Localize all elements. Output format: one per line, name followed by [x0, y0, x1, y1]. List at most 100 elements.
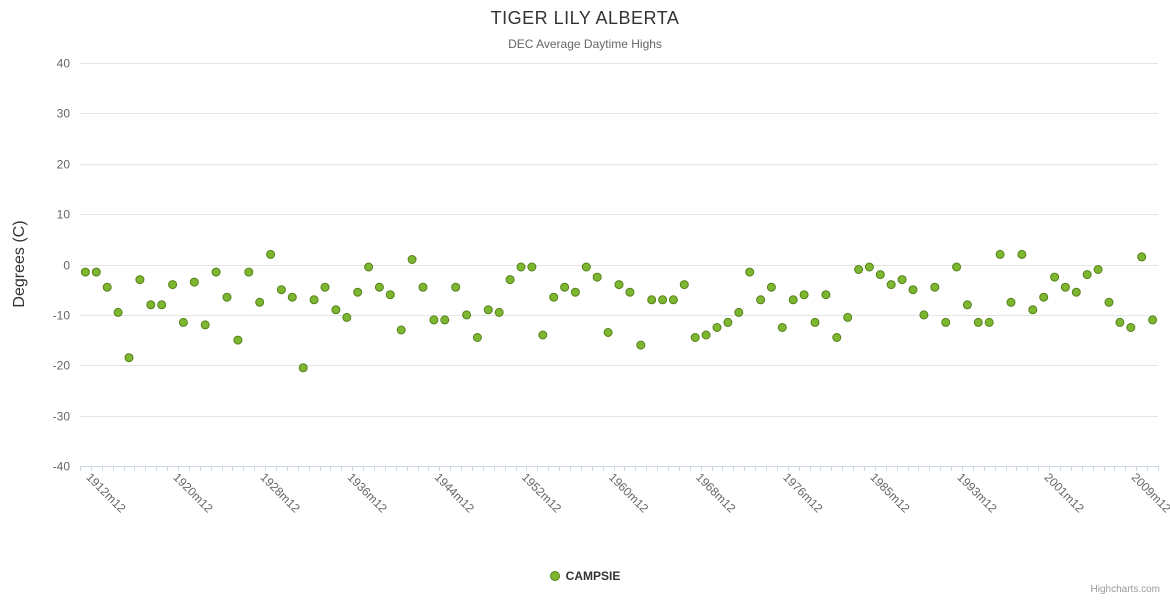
data-point[interactable]: [723, 317, 733, 327]
data-point[interactable]: [233, 335, 243, 345]
data-point[interactable]: [396, 325, 406, 335]
data-point[interactable]: [897, 275, 907, 285]
data-point[interactable]: [1093, 265, 1103, 274]
data-point[interactable]: [157, 300, 167, 310]
data-point[interactable]: [451, 282, 461, 292]
data-point[interactable]: [1006, 297, 1016, 307]
data-point[interactable]: [919, 310, 929, 320]
data-point[interactable]: [364, 262, 374, 272]
data-point[interactable]: [679, 280, 689, 290]
highcharts-credits-link[interactable]: Highcharts.com: [1090, 584, 1160, 595]
data-point[interactable]: [222, 292, 232, 302]
data-point[interactable]: [1137, 252, 1147, 262]
data-point[interactable]: [178, 317, 188, 327]
data-point[interactable]: [930, 282, 940, 292]
data-point[interactable]: [973, 317, 983, 327]
data-point[interactable]: [244, 267, 254, 277]
data-point[interactable]: [908, 285, 918, 295]
data-point[interactable]: [788, 295, 798, 305]
data-point[interactable]: [799, 290, 809, 300]
data-point[interactable]: [538, 330, 548, 340]
data-point[interactable]: [113, 307, 123, 317]
data-point[interactable]: [124, 353, 134, 363]
data-point[interactable]: [189, 277, 199, 287]
data-point[interactable]: [777, 323, 787, 332]
data-point[interactable]: [832, 333, 842, 342]
data-point[interactable]: [1126, 323, 1136, 332]
data-point[interactable]: [756, 295, 766, 305]
data-point[interactable]: [374, 282, 384, 292]
data-point[interactable]: [712, 323, 722, 332]
data-point[interactable]: [418, 282, 428, 292]
data-point[interactable]: [875, 270, 885, 280]
data-point[interactable]: [168, 280, 178, 290]
data-point[interactable]: [658, 295, 668, 305]
data-point[interactable]: [211, 267, 221, 277]
data-point[interactable]: [690, 333, 700, 342]
data-point[interactable]: [505, 275, 515, 285]
data-point[interactable]: [1050, 272, 1060, 282]
data-point[interactable]: [625, 287, 635, 297]
data-point[interactable]: [701, 330, 711, 340]
data-point[interactable]: [102, 282, 112, 292]
data-point[interactable]: [494, 307, 504, 317]
data-point[interactable]: [309, 295, 319, 305]
data-point[interactable]: [287, 292, 297, 302]
data-point[interactable]: [462, 310, 472, 320]
data-point[interactable]: [429, 315, 439, 325]
data-point[interactable]: [821, 290, 831, 300]
data-point[interactable]: [636, 340, 646, 350]
data-point[interactable]: [886, 280, 896, 290]
data-point[interactable]: [331, 305, 341, 315]
data-point[interactable]: [560, 282, 570, 292]
data-point[interactable]: [472, 333, 482, 342]
data-point[interactable]: [276, 285, 286, 295]
data-point[interactable]: [91, 267, 101, 277]
data-point[interactable]: [80, 267, 90, 277]
data-point[interactable]: [1017, 249, 1027, 259]
data-point[interactable]: [440, 315, 450, 325]
data-point[interactable]: [483, 305, 493, 315]
data-point[interactable]: [1028, 305, 1038, 315]
data-point[interactable]: [146, 300, 156, 310]
data-point[interactable]: [592, 272, 602, 282]
data-point[interactable]: [614, 280, 624, 290]
data-point[interactable]: [745, 267, 755, 277]
data-point[interactable]: [941, 317, 951, 327]
legend-item-campsie[interactable]: CAMPSIE: [549, 569, 620, 583]
data-point[interactable]: [549, 292, 559, 302]
data-point[interactable]: [1071, 287, 1081, 297]
data-point[interactable]: [854, 265, 864, 274]
data-point[interactable]: [647, 295, 657, 305]
data-point[interactable]: [527, 262, 537, 272]
data-point[interactable]: [298, 363, 308, 373]
data-point[interactable]: [200, 320, 210, 330]
data-point[interactable]: [668, 295, 678, 305]
data-point[interactable]: [843, 312, 853, 322]
data-point[interactable]: [952, 262, 962, 272]
data-point[interactable]: [407, 255, 417, 264]
data-point[interactable]: [984, 317, 994, 327]
data-point[interactable]: [581, 262, 591, 272]
data-point[interactable]: [353, 287, 363, 297]
data-point[interactable]: [255, 297, 265, 307]
data-point[interactable]: [266, 249, 276, 259]
data-point[interactable]: [1148, 315, 1158, 325]
data-point[interactable]: [342, 312, 352, 322]
data-point[interactable]: [516, 262, 526, 272]
data-point[interactable]: [603, 328, 613, 337]
data-point[interactable]: [1115, 317, 1125, 327]
data-point[interactable]: [1104, 297, 1114, 307]
data-point[interactable]: [962, 300, 972, 310]
data-point[interactable]: [1060, 282, 1070, 292]
data-point[interactable]: [995, 249, 1005, 259]
data-point[interactable]: [320, 282, 330, 292]
data-point[interactable]: [570, 287, 580, 297]
data-point[interactable]: [766, 282, 776, 292]
data-point[interactable]: [385, 290, 395, 300]
data-point[interactable]: [810, 317, 820, 327]
data-point[interactable]: [1082, 270, 1092, 280]
data-point[interactable]: [734, 307, 744, 317]
data-point[interactable]: [864, 262, 874, 272]
data-point[interactable]: [1039, 292, 1049, 302]
